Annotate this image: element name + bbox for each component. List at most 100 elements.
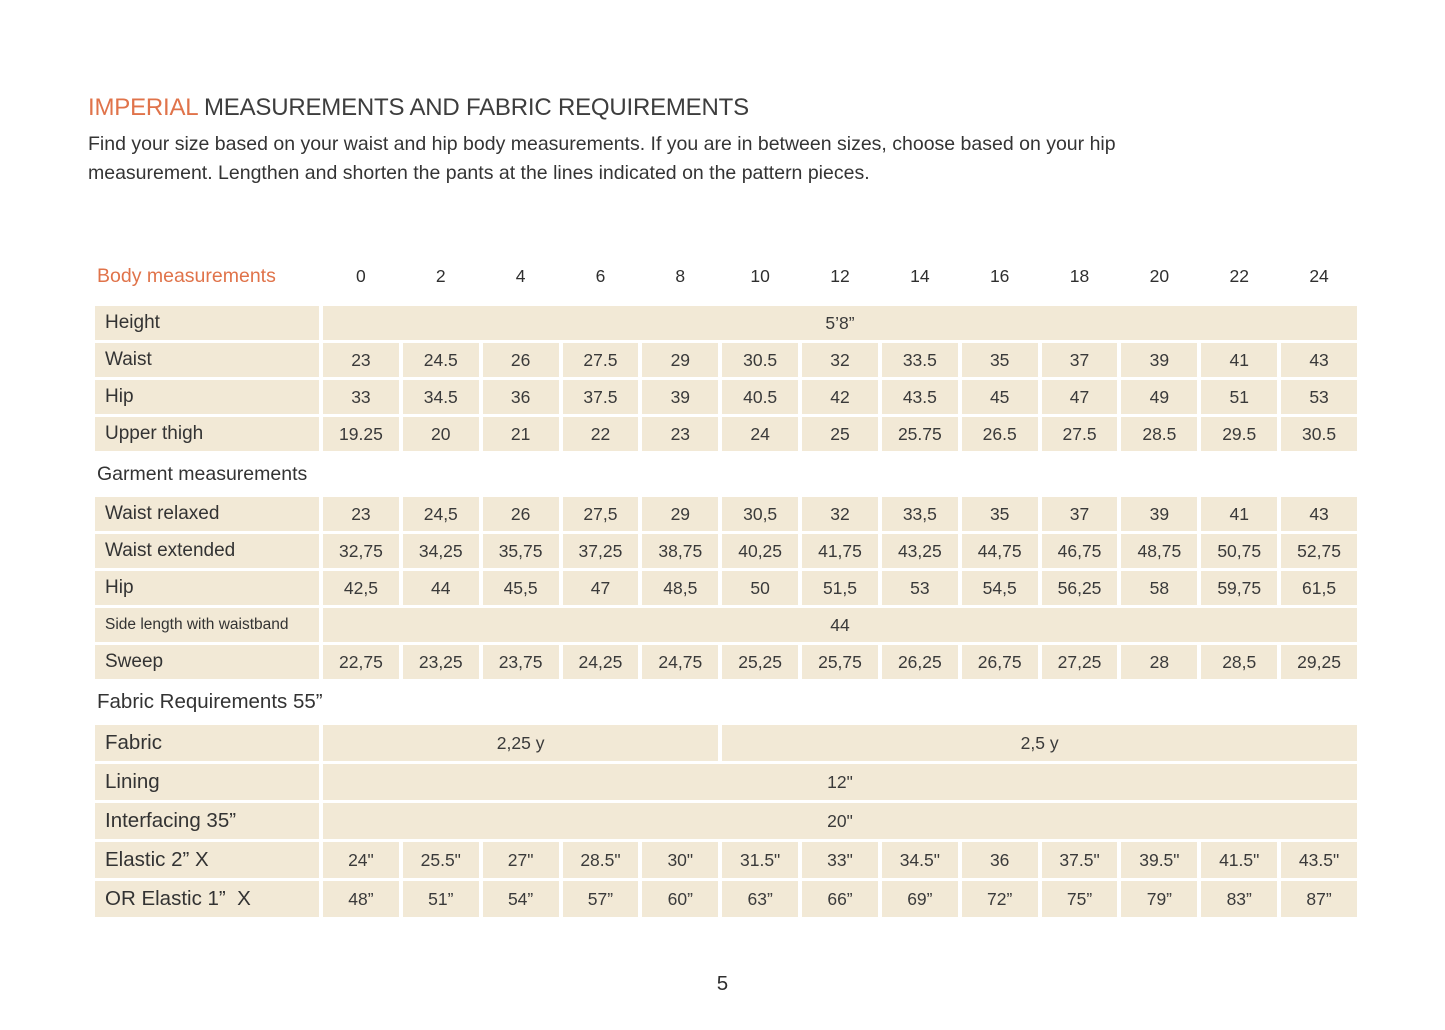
table-cell: 25 — [802, 417, 878, 451]
table-cell: 50 — [722, 571, 799, 605]
row-waist-extended: Waist extended 32,75 34,25 35,75 37,25 38,75… — [95, 534, 1357, 568]
row-label: Height — [95, 306, 319, 340]
table-cell: 48,75 — [1121, 534, 1198, 568]
table-cell: 39.5" — [1121, 842, 1198, 878]
table-cell: 40,25 — [722, 534, 799, 568]
table-cell: 23,25 — [402, 645, 479, 679]
row-elastic-2in: Elastic 2” X 24" 25.5" 27" 28.5" 30" 31.5" 33"… — [95, 842, 1357, 878]
section-fabric-requirements: Fabric Requirements 55” — [95, 682, 1357, 722]
table-cell: 36 — [482, 380, 559, 414]
row-label: OR Elastic 1” X — [95, 881, 319, 917]
table-cell: 43,25 — [881, 534, 958, 568]
size-column-header: 18 — [1069, 265, 1090, 286]
table-cell: 32 — [802, 343, 878, 377]
row-waist-body: Waist 23 24.5 26 27.5 29 30.5 32 33.5 35 37 39 41 43 — [95, 343, 1357, 377]
table-cell: 29 — [642, 343, 719, 377]
table-header-row: Body measurements 0 2 4 6 8 10 12 14 16 18 20 22 24 — [95, 261, 1357, 291]
size-column-header: 16 — [989, 265, 1010, 286]
table-cell: 41.5" — [1201, 842, 1278, 878]
table-cell: 41 — [1201, 343, 1278, 377]
table-cell: 26.5 — [961, 417, 1038, 451]
page-title-highlight: IMPERIAL — [88, 94, 198, 121]
table-cell: 24,25 — [562, 645, 639, 679]
table-cell: 46,75 — [1041, 534, 1118, 568]
table-cell: 29,25 — [1281, 645, 1357, 679]
section-label: Fabric Requirements 55” — [97, 690, 323, 713]
table-cell: 27,25 — [1041, 645, 1118, 679]
table-cell: 47 — [1041, 380, 1118, 414]
row-label: Lining — [95, 764, 319, 800]
size-column-header: 22 — [1229, 265, 1249, 286]
table-cell: 29.5 — [1201, 417, 1278, 451]
table-cell: 26,75 — [961, 645, 1038, 679]
table-cell: 41,75 — [802, 534, 878, 568]
table-cell: 53 — [881, 571, 958, 605]
table-cell: 27,5 — [562, 497, 639, 531]
table-cell: 24 — [722, 417, 799, 451]
row-sweep: Sweep 22,75 23,25 23,75 24,25 24,75 25,25 25,7… — [95, 645, 1357, 679]
table-cell: 39 — [642, 380, 719, 414]
table-cell: 27.5 — [1041, 417, 1118, 451]
table-cell: 63” — [722, 881, 799, 917]
table-cell: 33,5 — [881, 497, 958, 531]
table-cell: 44,75 — [961, 534, 1038, 568]
table-cell: 30,5 — [722, 497, 799, 531]
size-column-header: 12 — [830, 265, 850, 286]
table-cell: 22 — [562, 417, 639, 451]
table-cell: 22,75 — [323, 645, 399, 679]
size-column-header: 14 — [910, 265, 930, 286]
table-cell: 30.5 — [1281, 417, 1357, 451]
table-cell: 61,5 — [1281, 571, 1357, 605]
table-cell: 35 — [961, 343, 1038, 377]
row-elastic-1in: OR Elastic 1” X 48” 51” 54” 57” 60” 63” 66” 69”… — [95, 881, 1357, 917]
table-cell: 83” — [1201, 881, 1278, 917]
row-label: Side length with waistband — [95, 608, 319, 642]
table-cell: 28.5 — [1121, 417, 1198, 451]
table-cell: 42,5 — [323, 571, 399, 605]
table-cell: 72” — [961, 881, 1038, 917]
row-label: Hip — [95, 380, 319, 414]
table-cell: 51 — [1201, 380, 1278, 414]
row-label: Fabric — [95, 725, 319, 761]
table-cell: 51” — [402, 881, 479, 917]
table-cell: 38,75 — [642, 534, 719, 568]
page-title-rest: MEASUREMENTS AND FABRIC REQUIREMENTS — [197, 94, 749, 121]
section-label: Garment measurements — [97, 462, 308, 485]
table-cell: 28 — [1121, 645, 1198, 679]
table-cell: 39 — [1121, 343, 1198, 377]
table-cell: 33" — [802, 842, 878, 878]
row-waist-relaxed: Waist relaxed 23 24,5 26 27,5 29 30,5 32 33,5 35… — [95, 497, 1357, 531]
table-cell: 24,75 — [642, 645, 719, 679]
table-cell-merged: 20" — [323, 803, 1357, 839]
table-cell: 45,5 — [482, 571, 559, 605]
table-cell: 43 — [1281, 497, 1357, 531]
table-cell: 35,75 — [482, 534, 559, 568]
table-cell: 19.25 — [323, 417, 399, 451]
table-cell: 53 — [1281, 380, 1357, 414]
row-label: Waist relaxed — [95, 497, 319, 531]
table-cell: 54” — [482, 881, 559, 917]
table-cell: 26,25 — [881, 645, 958, 679]
table-cell: 36 — [961, 842, 1038, 878]
row-interfacing: Interfacing 35” 20" — [95, 803, 1357, 839]
table-cell-merged: 12" — [323, 764, 1357, 800]
table-cell: 23 — [323, 497, 399, 531]
table-cell: 40.5 — [722, 380, 799, 414]
table-cell: 25,25 — [722, 645, 799, 679]
table-cell: 56,25 — [1041, 571, 1118, 605]
table-cell: 54,5 — [961, 571, 1038, 605]
table-cell: 87” — [1281, 881, 1357, 917]
table-header-label: Body measurements — [97, 264, 276, 287]
table-cell: 33.5 — [881, 343, 958, 377]
row-upper-thigh: Upper thigh 19.25 20 21 22 23 24 25 25.75 26.5 27… — [95, 417, 1357, 451]
table-cell: 52,75 — [1281, 534, 1357, 568]
table-cell: 49 — [1121, 380, 1198, 414]
table-cell: 37.5 — [562, 380, 639, 414]
table-cell: 43.5 — [881, 380, 958, 414]
table-cell: 30" — [642, 842, 719, 878]
table-cell: 34.5 — [402, 380, 479, 414]
table-cell: 50,75 — [1201, 534, 1278, 568]
table-cell: 58 — [1121, 571, 1198, 605]
table-cell: 21 — [482, 417, 559, 451]
row-label: Upper thigh — [95, 417, 319, 451]
